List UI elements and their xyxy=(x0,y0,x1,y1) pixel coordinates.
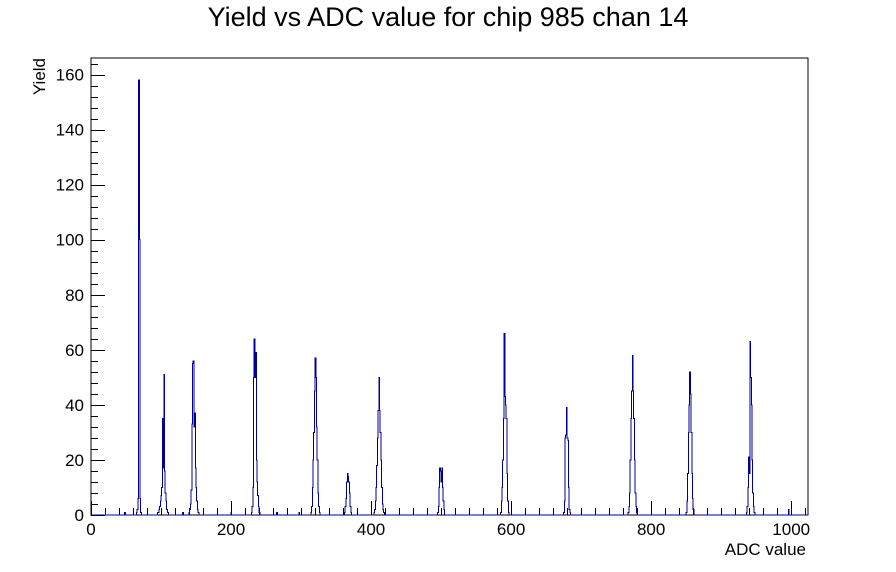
y-tick-label: 100 xyxy=(56,231,84,250)
y-tick-label: 160 xyxy=(56,66,84,85)
histogram-line xyxy=(91,79,808,516)
y-axis-label: Yield xyxy=(30,58,49,95)
tick-labels: 0 200 400 600 800 1000 0 20 40 60 80 100 120 140 160 xyxy=(56,66,810,539)
histogram-bin xyxy=(505,397,506,515)
x-tick-label: 1000 xyxy=(772,520,810,539)
chart-title: Yield vs ADC value for chip 985 chan 14 xyxy=(207,2,689,32)
histogram-bins xyxy=(125,80,789,515)
histogram-bin xyxy=(255,377,256,515)
x-tick-label: 600 xyxy=(497,520,525,539)
y-tick-label: 80 xyxy=(65,286,84,305)
x-tick-label: 200 xyxy=(217,520,245,539)
x-tick-label: 400 xyxy=(357,520,385,539)
histogram-bin xyxy=(194,427,195,515)
histogram-bin xyxy=(506,405,507,515)
histogram-bin xyxy=(566,435,567,515)
histogram-bin xyxy=(567,438,568,515)
y-tick-label: 20 xyxy=(65,451,84,470)
histogram-bin xyxy=(163,468,164,515)
y-tick-label: 0 xyxy=(75,506,84,525)
y-tick-label: 120 xyxy=(56,176,84,195)
axis-ticks xyxy=(91,64,806,516)
y-tick-label: 140 xyxy=(56,121,84,140)
y-tick-label: 60 xyxy=(65,341,84,360)
plot-frame xyxy=(90,57,809,516)
x-tick-label: 800 xyxy=(637,520,665,539)
x-tick-label: 0 xyxy=(86,520,95,539)
y-tick-label: 40 xyxy=(65,396,84,415)
x-axis-label: ADC value xyxy=(725,540,806,559)
